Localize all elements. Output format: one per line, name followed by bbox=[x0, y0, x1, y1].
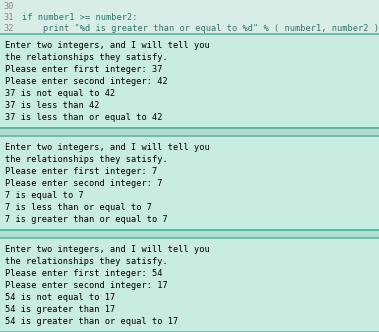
Text: 32: 32 bbox=[3, 24, 14, 34]
Text: 7 is greater than or equal to 7: 7 is greater than or equal to 7 bbox=[5, 214, 168, 223]
Text: the relationships they satisfy.: the relationships they satisfy. bbox=[5, 52, 168, 61]
Text: the relationships they satisfy.: the relationships they satisfy. bbox=[5, 257, 168, 266]
Bar bbox=[0, 0, 379, 34]
Text: Enter two integers, and I will tell you: Enter two integers, and I will tell you bbox=[5, 244, 210, 254]
Text: Enter two integers, and I will tell you: Enter two integers, and I will tell you bbox=[5, 41, 210, 49]
Text: Please enter first integer: 7: Please enter first integer: 7 bbox=[5, 167, 157, 176]
Text: Please enter first integer: 37: Please enter first integer: 37 bbox=[5, 64, 163, 73]
Bar bbox=[0, 128, 379, 136]
Text: if number1 >= number2:: if number1 >= number2: bbox=[22, 13, 138, 22]
Text: 31: 31 bbox=[3, 13, 14, 22]
Bar bbox=[0, 238, 379, 332]
Text: Please enter second integer: 17: Please enter second integer: 17 bbox=[5, 281, 168, 290]
Text: 37 is not equal to 42: 37 is not equal to 42 bbox=[5, 89, 115, 98]
Text: 37 is less than 42: 37 is less than 42 bbox=[5, 101, 100, 110]
Bar bbox=[0, 136, 379, 230]
Bar bbox=[0, 34, 379, 128]
Text: the relationships they satisfy.: the relationships they satisfy. bbox=[5, 154, 168, 163]
Text: 7 is less than or equal to 7: 7 is less than or equal to 7 bbox=[5, 203, 152, 211]
Text: Please enter first integer: 54: Please enter first integer: 54 bbox=[5, 269, 163, 278]
Text: Please enter second integer: 42: Please enter second integer: 42 bbox=[5, 76, 168, 86]
Text: 7 is equal to 7: 7 is equal to 7 bbox=[5, 191, 84, 200]
Text: 54 is not equal to 17: 54 is not equal to 17 bbox=[5, 292, 115, 301]
Text: 54 is greater than 17: 54 is greater than 17 bbox=[5, 304, 115, 313]
Text: Enter two integers, and I will tell you: Enter two integers, and I will tell you bbox=[5, 142, 210, 151]
Text: 54 is greater than or equal to 17: 54 is greater than or equal to 17 bbox=[5, 316, 178, 325]
Text: print "%d is greater than or equal to %d" % ( number1, number2 ): print "%d is greater than or equal to %d… bbox=[22, 24, 379, 34]
Text: Please enter second integer: 7: Please enter second integer: 7 bbox=[5, 179, 163, 188]
Text: 37 is less than or equal to 42: 37 is less than or equal to 42 bbox=[5, 113, 163, 122]
Bar bbox=[0, 230, 379, 238]
Text: 30: 30 bbox=[3, 2, 14, 11]
